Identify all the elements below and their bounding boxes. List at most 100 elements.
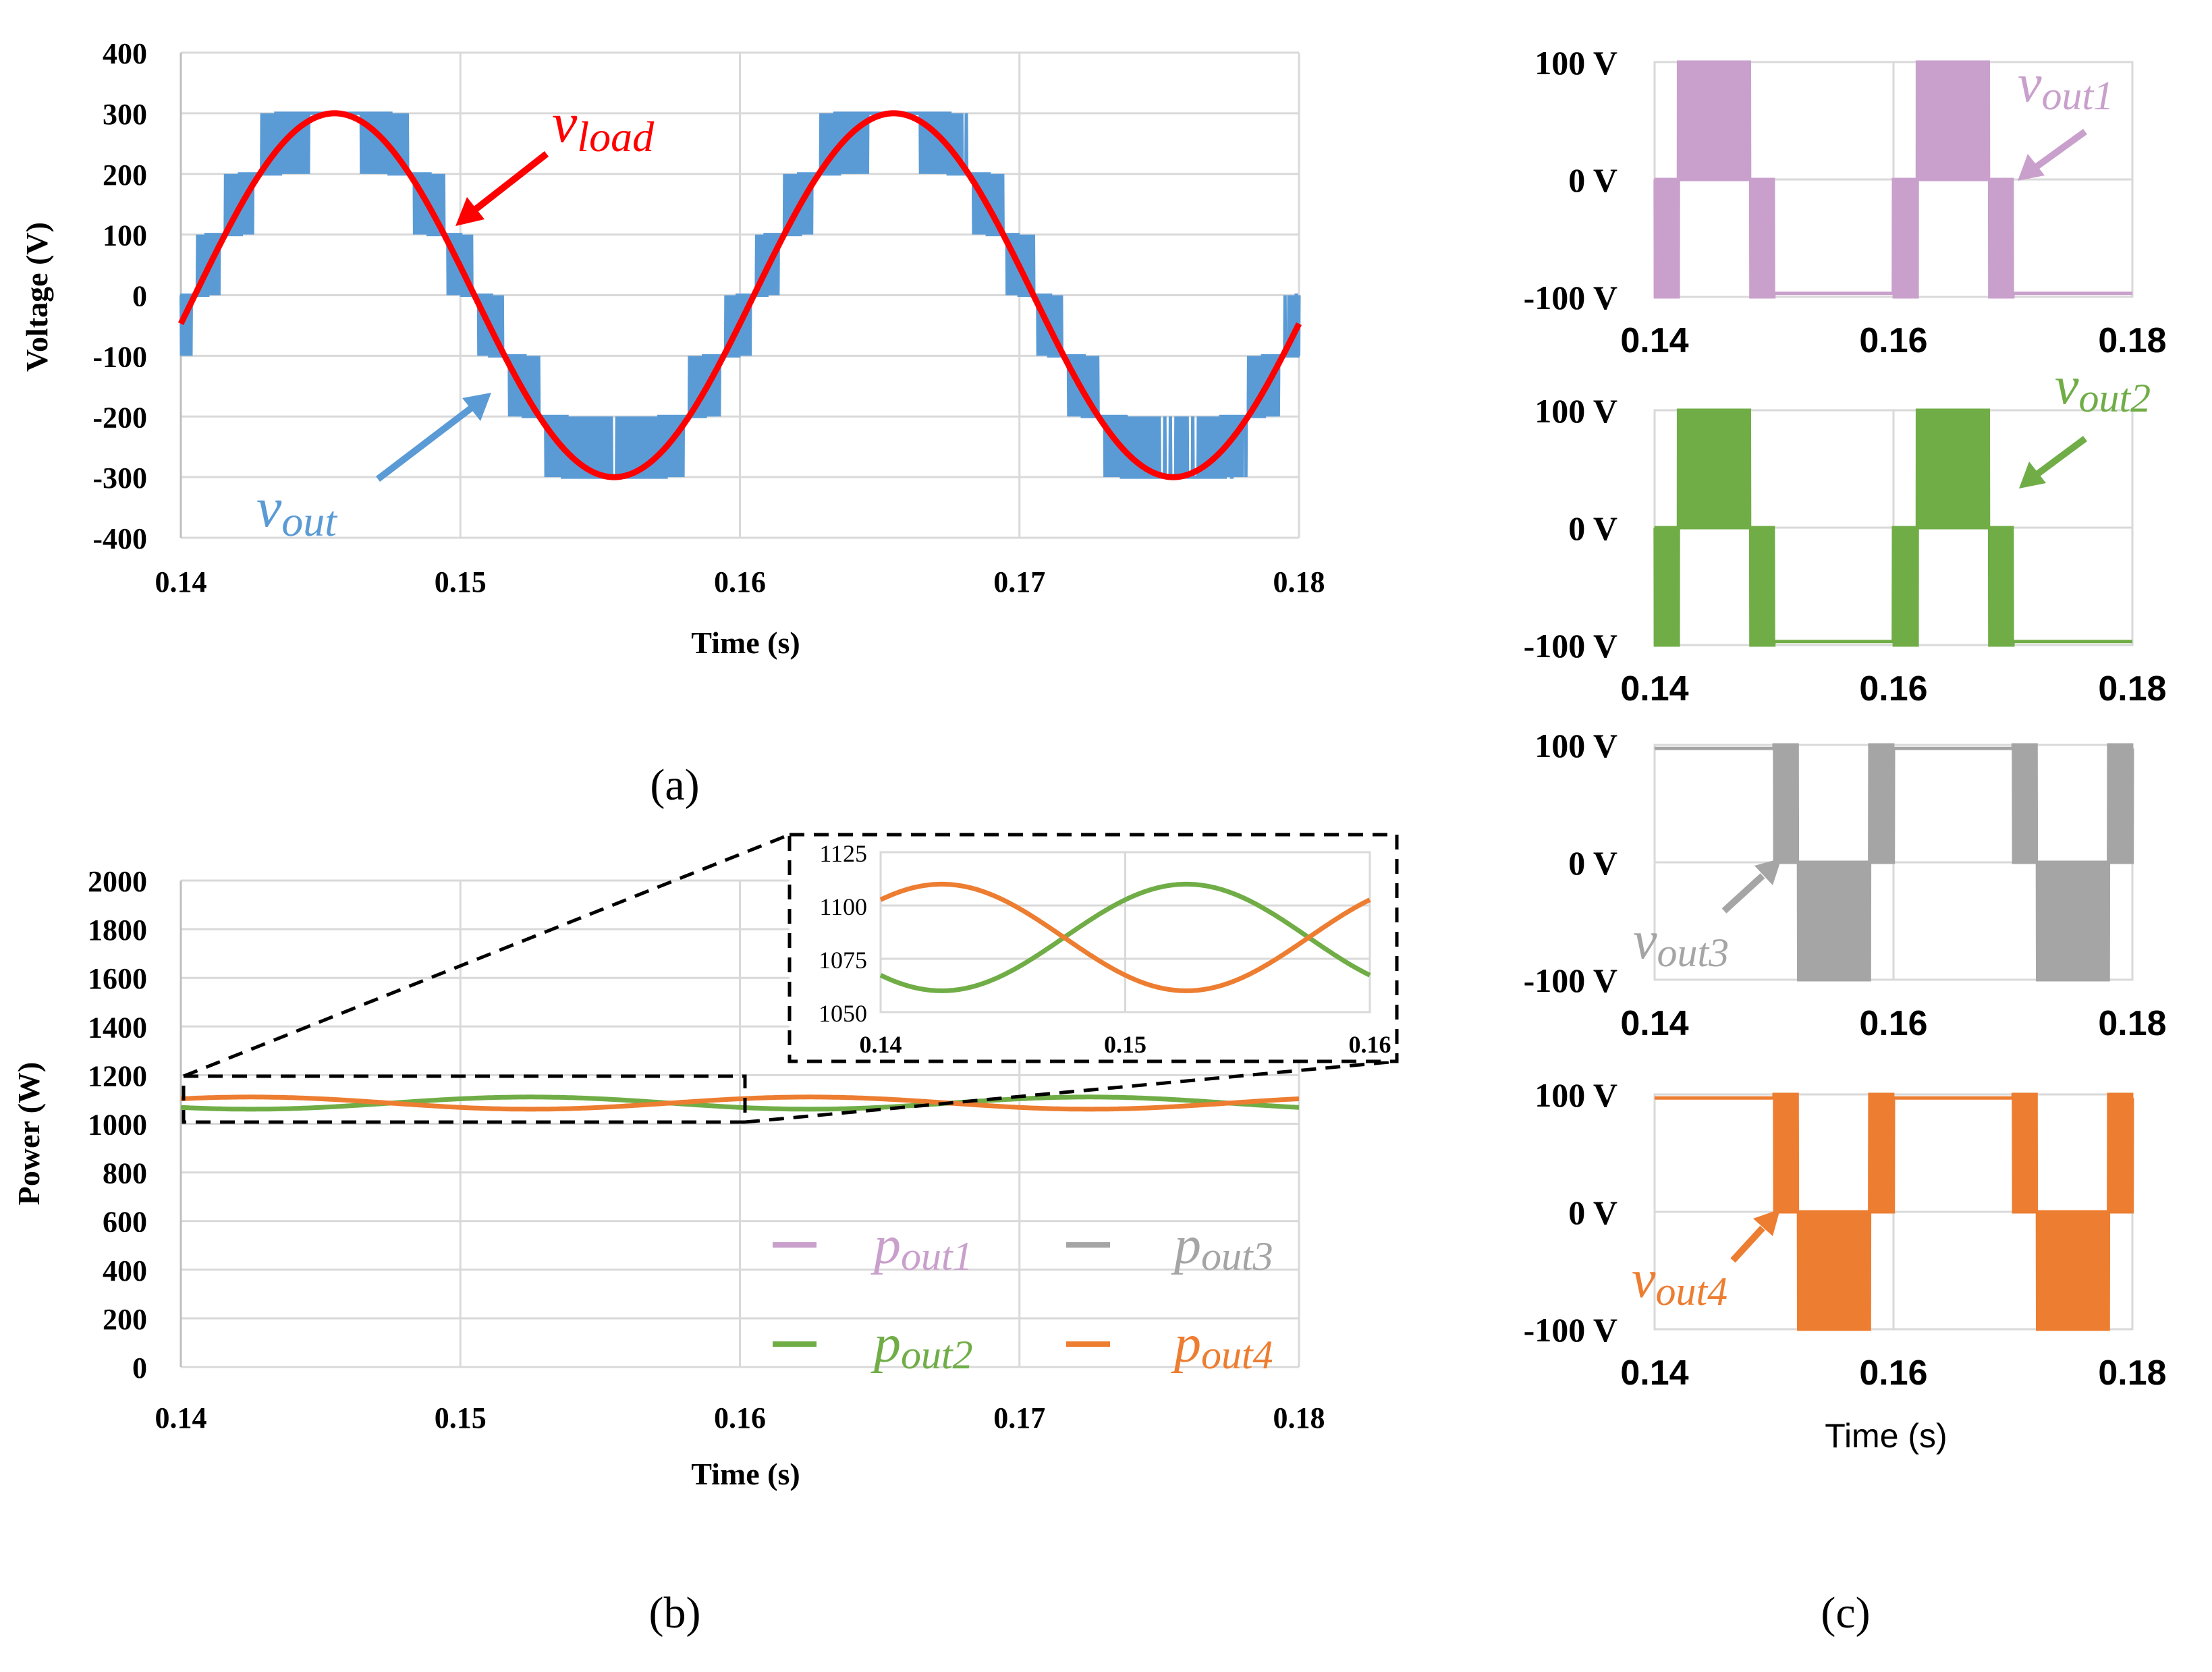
vout3-annotation: vout3 bbox=[1633, 858, 1781, 975]
subplot-waveform bbox=[1653, 60, 2132, 299]
legend-label-pout1-sub: out1 bbox=[901, 1234, 973, 1279]
panel-b-ytick-label: 1600 bbox=[88, 962, 147, 995]
panel-b-xtick-label: 0.15 bbox=[435, 1401, 487, 1434]
panel-a-xtick-label: 0.18 bbox=[1273, 565, 1325, 598]
panel-b-xtick-label: 0.18 bbox=[1273, 1401, 1325, 1434]
panel-b-xtick-label: 0.16 bbox=[714, 1401, 766, 1434]
inset-xtick-label: 0.16 bbox=[1349, 1031, 1391, 1058]
svg-text:pout3: pout3 bbox=[1171, 1216, 1273, 1279]
panel-b-label: (b) bbox=[649, 1588, 701, 1638]
panel-b-legend: pout1 pout3 pout2 pout4 bbox=[773, 1216, 1273, 1377]
svg-text:pout4: pout4 bbox=[1171, 1314, 1273, 1377]
vout-arrow-head bbox=[462, 393, 491, 421]
zoom-connector-top bbox=[183, 833, 790, 1078]
vout3-label-main: v bbox=[1633, 911, 1657, 970]
panel-a-ytick-label: -400 bbox=[92, 522, 147, 555]
vout4-label-sub: out4 bbox=[1656, 1269, 1728, 1314]
subplot-v_out4: 100 V 0 V -100 V0.14 0.16 0.18 bbox=[1524, 1076, 2167, 1393]
vout1-annotation: vout1 bbox=[2018, 54, 2113, 181]
inset-chart: 1125 1100 1075 1050 0.14 0.15 0.16 bbox=[819, 840, 1391, 1058]
zoom-box bbox=[182, 1074, 747, 1124]
svg-text:vout: vout bbox=[256, 476, 338, 545]
subplot-xtick-label: 0.18 bbox=[2098, 321, 2166, 360]
inset-pout2-line bbox=[879, 881, 1371, 993]
vout2-arrow-head bbox=[2019, 462, 2046, 489]
subplot-xtick-label: 0.14 bbox=[1620, 1354, 1688, 1393]
svg-text:pout2: pout2 bbox=[870, 1314, 973, 1377]
panel-b-ytick-label: 1400 bbox=[88, 1011, 147, 1044]
inset-xtick-label: 0.15 bbox=[1104, 1031, 1146, 1058]
legend-label-pout1-main: p bbox=[870, 1216, 901, 1275]
subplot-ytick-label: 100 V bbox=[1534, 1076, 1617, 1114]
pout4-series-line bbox=[180, 1094, 1300, 1112]
vout4-arrow-head bbox=[1753, 1209, 1780, 1236]
panel-a-xlabel: Time (s) bbox=[691, 625, 800, 660]
vout-annotation: vout bbox=[256, 393, 491, 545]
pout2-series-line bbox=[180, 1094, 1300, 1112]
legend-item-pout1: pout1 bbox=[773, 1216, 973, 1279]
vout1-label-sub: out1 bbox=[2042, 74, 2114, 118]
subplot-waveform bbox=[1655, 743, 2134, 982]
vload-label-main: v bbox=[552, 92, 578, 155]
subplot-v_out2: 100 V 0 V -100 V0.14 0.16 0.18 bbox=[1524, 392, 2167, 708]
inset-ytick-label: 1075 bbox=[819, 947, 867, 974]
vload-arrow-head bbox=[455, 197, 485, 226]
inset-ticks: 1125 1100 1075 1050 0.14 0.15 0.16 bbox=[819, 840, 1391, 1058]
panel-b-ytick-label: 200 bbox=[103, 1303, 147, 1336]
panel-b-ytick-label: 1000 bbox=[88, 1109, 147, 1142]
subplot-waveform bbox=[1655, 1092, 2134, 1331]
subplot-v_out1: 100 V 0 V -100 V0.14 0.16 0.18 bbox=[1524, 44, 2167, 360]
inset-ytick-label: 1125 bbox=[819, 840, 867, 867]
vout-label-sub: out bbox=[281, 497, 338, 545]
panel-b-power-chart: 20001800160014001200100080060040020000.1… bbox=[11, 833, 1399, 1638]
panel-b-ticks: 20001800160014001200100080060040020000.1… bbox=[88, 865, 1325, 1434]
panel-b-ylabel: Power (W) bbox=[11, 1062, 46, 1205]
subplot-ytick-label: 100 V bbox=[1534, 44, 1617, 82]
panel-a-label: (a) bbox=[650, 760, 699, 810]
inset-ytick-label: 1100 bbox=[819, 893, 867, 920]
panel-a-ylabel: Voltage (V) bbox=[20, 222, 54, 372]
vout2-label-main: v bbox=[2055, 356, 2079, 416]
subplot-ytick-label: -100 V bbox=[1524, 1311, 1617, 1349]
subplot-xtick-label: 0.18 bbox=[2098, 1354, 2166, 1393]
panel-c-xlabel: Time (s) bbox=[1825, 1417, 1947, 1455]
subplot-ytick-label: 0 V bbox=[1568, 161, 1617, 199]
legend-label-pout2-main: p bbox=[870, 1314, 901, 1374]
subplot-xtick-label: 0.16 bbox=[1859, 321, 1927, 360]
vload-arrow-line bbox=[473, 151, 549, 212]
vload-series-line bbox=[177, 110, 1302, 480]
legend-item-pout3: pout3 bbox=[1066, 1216, 1273, 1279]
legend-label-pout3-sub: out3 bbox=[1201, 1234, 1273, 1279]
vload-annotation: vload bbox=[455, 92, 655, 226]
subplot-xtick-label: 0.18 bbox=[2098, 1004, 2166, 1043]
panel-c-label: (c) bbox=[1821, 1588, 1870, 1638]
vout4-label-main: v bbox=[1632, 1250, 1656, 1309]
subplot-ytick-label: -100 V bbox=[1524, 279, 1617, 316]
subplot-xtick-label: 0.16 bbox=[1859, 1354, 1927, 1393]
vout-label-main: v bbox=[256, 476, 282, 539]
vout1-label-main: v bbox=[2018, 54, 2042, 113]
subplot-ytick-label: 0 V bbox=[1568, 509, 1617, 547]
vout2-annotation: vout2 bbox=[2019, 356, 2151, 489]
svg-text:vout4: vout4 bbox=[1632, 1250, 1727, 1314]
subplot-v_out3: 100 V 0 V -100 V0.14 0.16 0.18 bbox=[1524, 727, 2167, 1043]
panel-a-xtick-label: 0.14 bbox=[155, 565, 207, 598]
panel-a-xtick-label: 0.16 bbox=[714, 565, 766, 598]
subplot-xtick-label: 0.14 bbox=[1620, 321, 1688, 360]
panel-a-ytick-label: -300 bbox=[92, 462, 147, 495]
subplot-ytick-label: 0 V bbox=[1568, 1194, 1617, 1231]
vout4-arrow-line bbox=[1730, 1225, 1765, 1263]
subplot-ytick-label: -100 V bbox=[1524, 627, 1617, 665]
subplot-waveform bbox=[1653, 408, 2132, 647]
panel-b-xtick-label: 0.14 bbox=[155, 1401, 207, 1434]
vload-label-sub: load bbox=[577, 113, 655, 161]
svg-text:pout1: pout1 bbox=[870, 1216, 973, 1279]
panel-a-ytick-label: 200 bbox=[103, 159, 147, 192]
vout2-label-sub: out2 bbox=[2079, 376, 2151, 420]
subplot-xtick-label: 0.14 bbox=[1620, 1004, 1688, 1043]
panel-b-xtick-label: 0.17 bbox=[993, 1401, 1045, 1434]
